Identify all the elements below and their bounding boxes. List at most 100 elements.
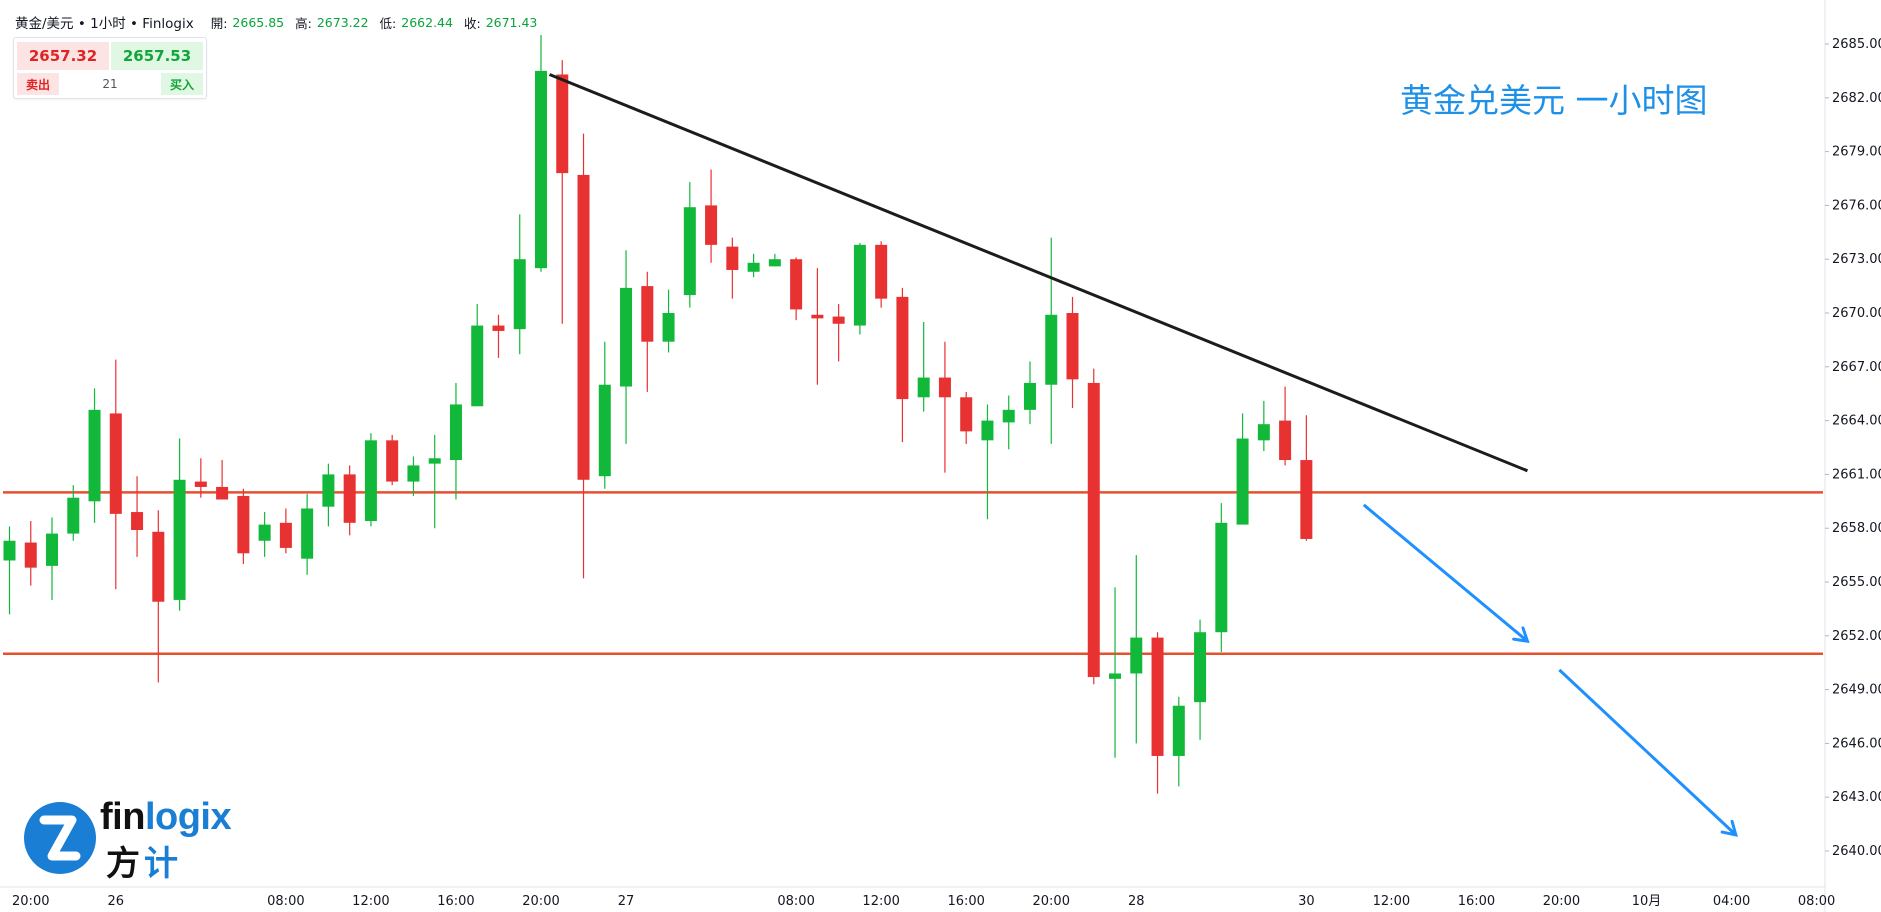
x-tick-label: 12:00 [352, 894, 389, 909]
candle [471, 304, 484, 407]
candle-body [683, 207, 696, 296]
candle-body [981, 420, 994, 441]
candle-body [853, 244, 866, 326]
finlogix-logo: finlogix 方计 [22, 796, 252, 884]
x-tick-label: 28 [1128, 894, 1145, 909]
candle-body [790, 259, 803, 310]
candle-body [1109, 673, 1122, 679]
candle-body [662, 313, 675, 342]
candle-body [67, 497, 80, 534]
candle [24, 521, 37, 586]
candles [3, 35, 1313, 794]
candle [109, 359, 122, 590]
chart-header: 黄金/美元 • 1小时 • Finlogix 開: 2665.85 高: 267… [15, 12, 537, 33]
candle-body [832, 316, 845, 324]
open-value: 2665.85 [232, 14, 285, 30]
candle [46, 517, 59, 600]
arrow-shaft [1558, 668, 1737, 836]
y-tick-label: 2649.00 [1832, 683, 1881, 698]
candle-body [364, 440, 377, 522]
candle-body [1087, 382, 1100, 678]
candle-body [1066, 313, 1079, 380]
candle [449, 382, 462, 500]
y-tick-label: 2673.00 [1832, 252, 1881, 267]
candle-body [747, 262, 760, 272]
candle-body [3, 540, 16, 561]
y-tick-label: 2682.00 [1832, 91, 1881, 106]
x-tick-label: 20:00 [12, 894, 49, 909]
candle [1236, 413, 1249, 525]
arrow-head [1720, 819, 1738, 837]
y-tick-label: 2667.00 [1832, 360, 1881, 375]
candle [513, 214, 526, 355]
symbol-title: 黄金/美元 • 1小时 • Finlogix [15, 12, 194, 32]
price-axis[interactable]: 2685.00 2682.00 2679.00 2676.00 2673.00 2670.… [1824, 0, 1881, 912]
arrow-annotation [1558, 668, 1738, 837]
candle-body [279, 522, 292, 548]
buy-price-button[interactable]: 2657.53 [111, 42, 203, 70]
candle-body [449, 404, 462, 461]
candle-body [768, 259, 781, 267]
candle [768, 253, 781, 267]
candle [790, 257, 803, 321]
spread-value: 21 [102, 77, 118, 91]
x-tick-label: 16:00 [947, 894, 984, 909]
buy-label[interactable]: 买入 [161, 73, 203, 95]
candle-body [598, 384, 611, 477]
candle [662, 289, 675, 353]
y-tick-label: 2640.00 [1832, 844, 1881, 859]
candle [832, 304, 845, 362]
candle [67, 485, 80, 541]
trendline [548, 73, 1529, 473]
candle-body [1045, 314, 1058, 385]
y-tick-label: 2655.00 [1832, 575, 1881, 590]
support-resistance-lines [3, 491, 1823, 655]
y-tick-label: 2685.00 [1832, 37, 1881, 52]
candle [364, 433, 377, 527]
candle [3, 526, 16, 615]
candle-body [1300, 460, 1313, 539]
candle [279, 508, 292, 554]
candle [620, 250, 633, 444]
candle [152, 510, 165, 683]
x-tick-label: 30 [1298, 894, 1315, 909]
candle-body [1194, 632, 1207, 703]
candle [1215, 503, 1228, 652]
candle [1023, 361, 1036, 425]
logo-cn-wordmark: 方计 [106, 844, 182, 884]
timeframe-label: 1小时 [90, 16, 126, 32]
candle [131, 476, 144, 557]
x-tick-label: 20:00 [1543, 894, 1580, 909]
y-tick-label: 2658.00 [1832, 521, 1881, 536]
candle-body [194, 481, 207, 487]
candle-body [301, 508, 314, 559]
candle-body [407, 465, 420, 482]
candle [1257, 400, 1270, 452]
candle [194, 458, 207, 498]
candle-body [131, 512, 144, 530]
candle-body [1151, 637, 1164, 756]
candle-body [875, 244, 888, 299]
candle-body [386, 440, 399, 482]
candle-body [1279, 420, 1292, 461]
sell-label[interactable]: 卖出 [17, 73, 59, 95]
time-axis[interactable]: 20:00 26 08:00 12:00 16:00 20:00 27 08:00 12:00 1… [0, 886, 1835, 909]
candle-body [556, 74, 569, 174]
x-tick-label: 04:00 [1713, 894, 1750, 909]
x-tick-label: 16:00 [1458, 894, 1495, 909]
candle [173, 438, 186, 611]
candle-body [917, 377, 930, 398]
close-label: 收: [463, 15, 481, 31]
low-value: 2662.44 [401, 14, 453, 30]
x-tick-label: 08:00 [1798, 894, 1835, 909]
candle [1172, 696, 1185, 787]
candle-body [620, 287, 633, 387]
sell-price-button[interactable]: 2657.32 [17, 42, 109, 70]
candle-body [641, 286, 654, 342]
candle [343, 465, 356, 536]
candle-body [428, 458, 441, 464]
candle [492, 314, 505, 358]
x-tick-label: 20:00 [1033, 894, 1070, 909]
candle-body [46, 533, 59, 566]
